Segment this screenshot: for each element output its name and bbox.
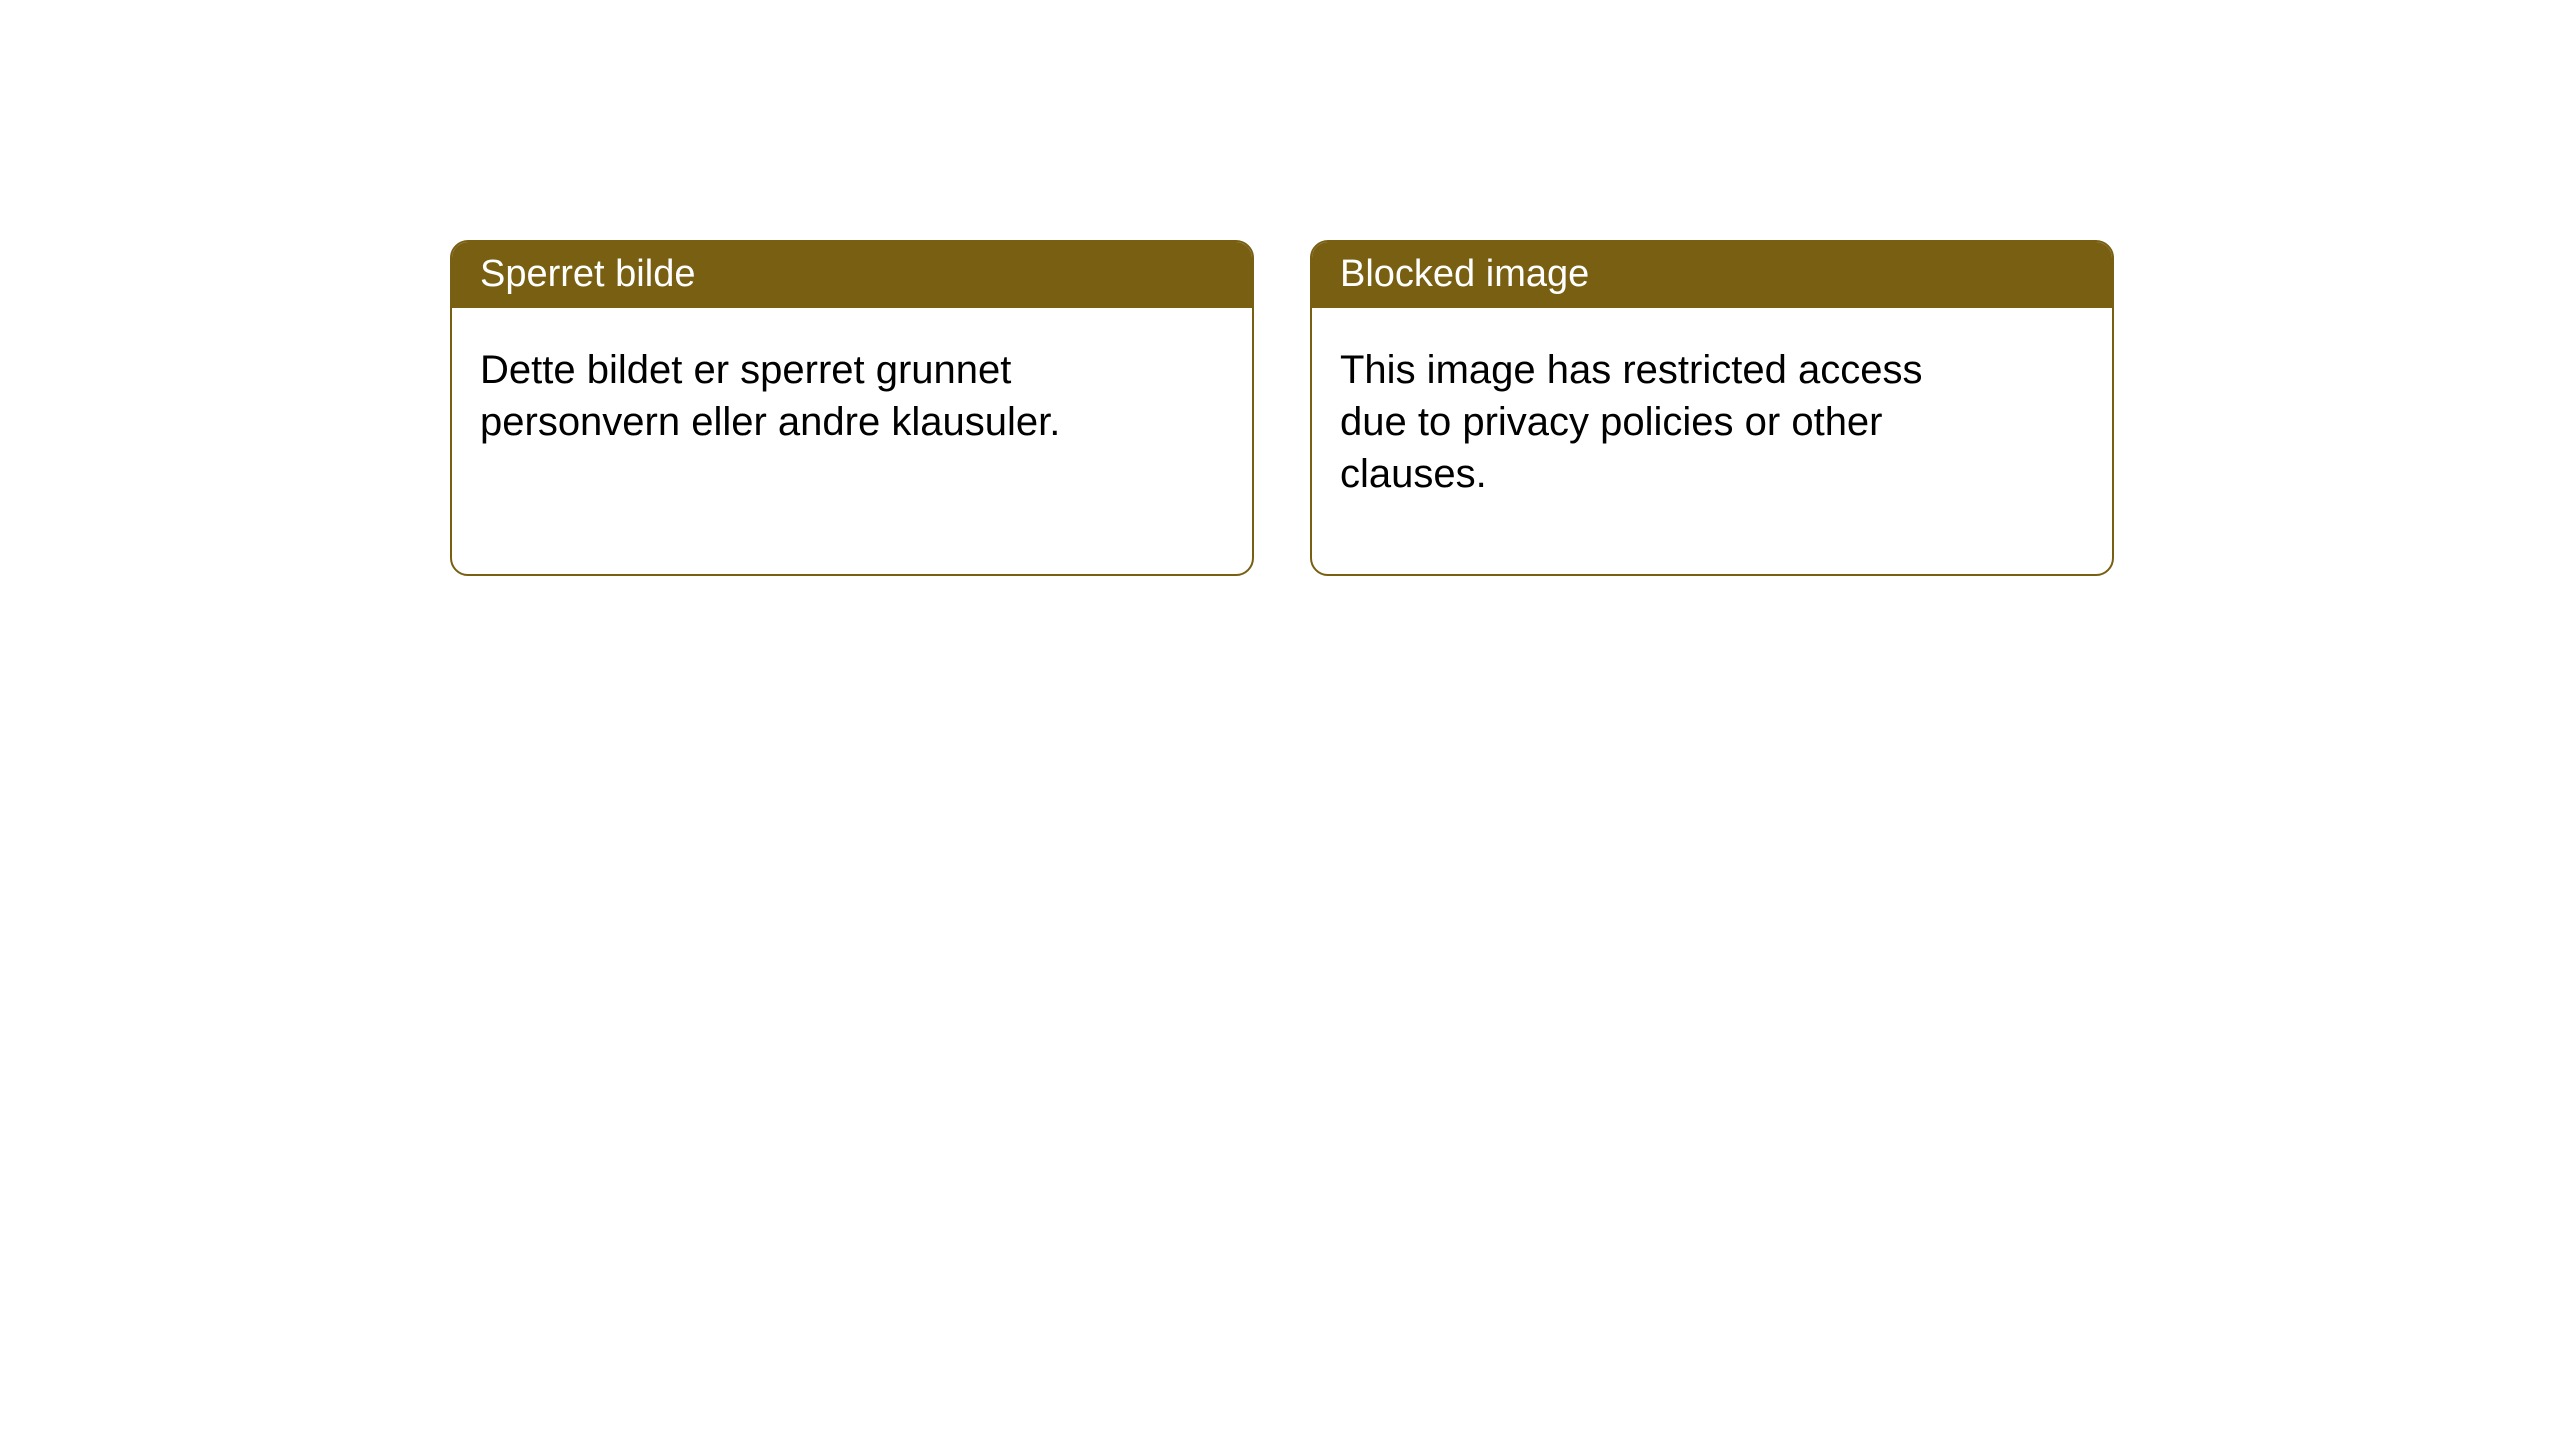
notice-title-norwegian: Sperret bilde [452, 242, 1252, 308]
notice-title-english: Blocked image [1312, 242, 2112, 308]
notice-body-norwegian: Dette bildet er sperret grunnet personve… [452, 308, 1152, 484]
notice-body-english: This image has restricted access due to … [1312, 308, 2012, 536]
notice-container: Sperret bilde Dette bildet er sperret gr… [450, 240, 2560, 576]
notice-card-norwegian: Sperret bilde Dette bildet er sperret gr… [450, 240, 1254, 576]
notice-card-english: Blocked image This image has restricted … [1310, 240, 2114, 576]
